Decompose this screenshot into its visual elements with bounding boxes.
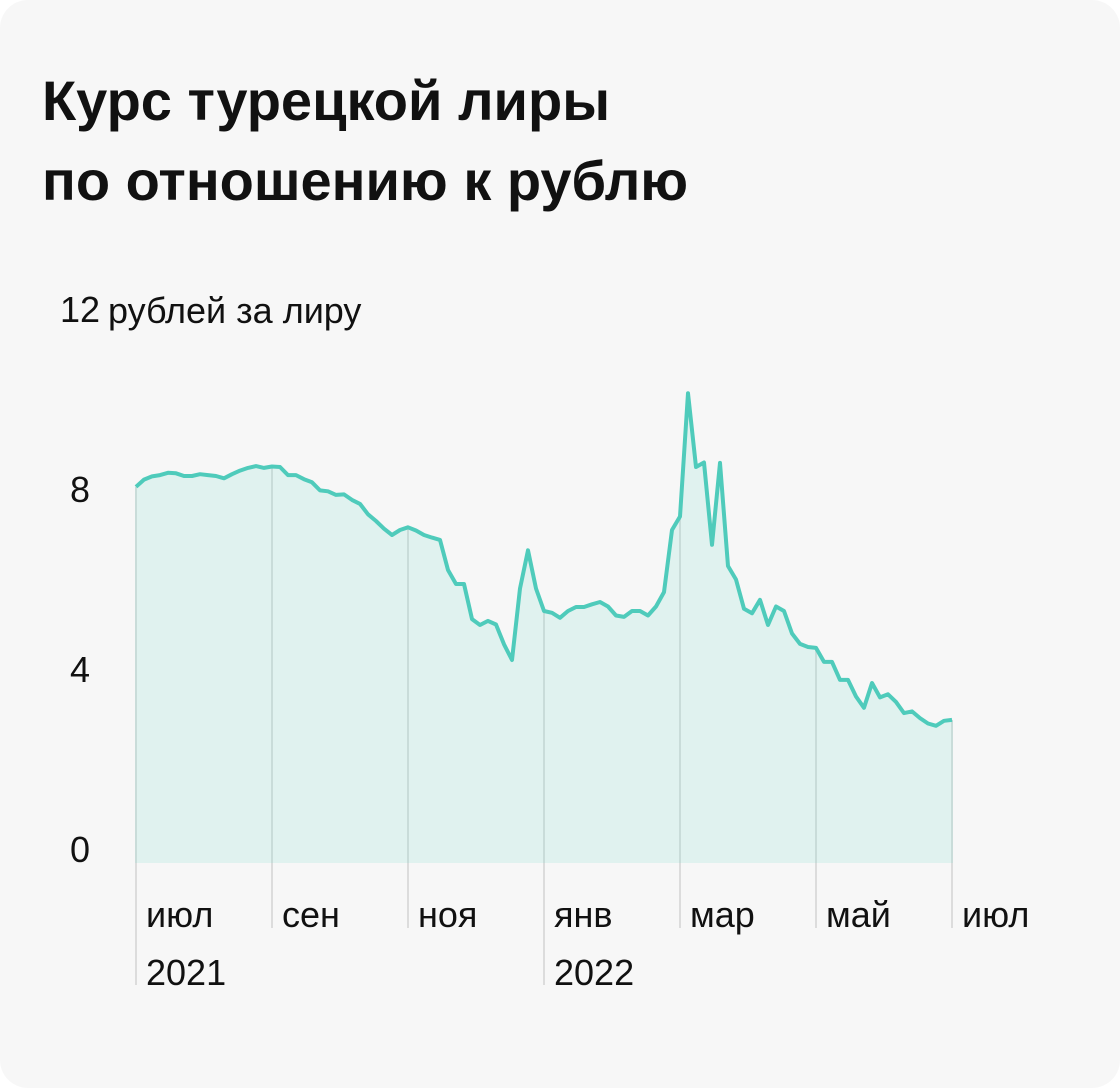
- chart-title: Курс турецкой лиры: [42, 69, 610, 132]
- x-tick-label: май: [826, 894, 891, 935]
- x-tick-label: июл: [146, 894, 213, 935]
- x-tick-label: июл: [962, 894, 1029, 935]
- x-tick-label: ноя: [418, 894, 477, 935]
- y-tick-label: 12: [60, 289, 100, 330]
- y-axis-label: рублей за лиру: [108, 290, 361, 331]
- y-tick-label: 0: [70, 829, 90, 870]
- y-tick-label: 4: [70, 649, 90, 690]
- x-tick-label: мар: [690, 894, 755, 935]
- x-tick-label: янв: [554, 894, 613, 935]
- x-tick-label: сен: [282, 894, 340, 935]
- y-tick-label: 8: [70, 469, 90, 510]
- line: [134, 391, 953, 728]
- x-tick-year: 2021: [146, 952, 226, 993]
- chart-title: по отношению к рублю: [42, 149, 688, 212]
- x-tick-year: 2022: [554, 952, 634, 993]
